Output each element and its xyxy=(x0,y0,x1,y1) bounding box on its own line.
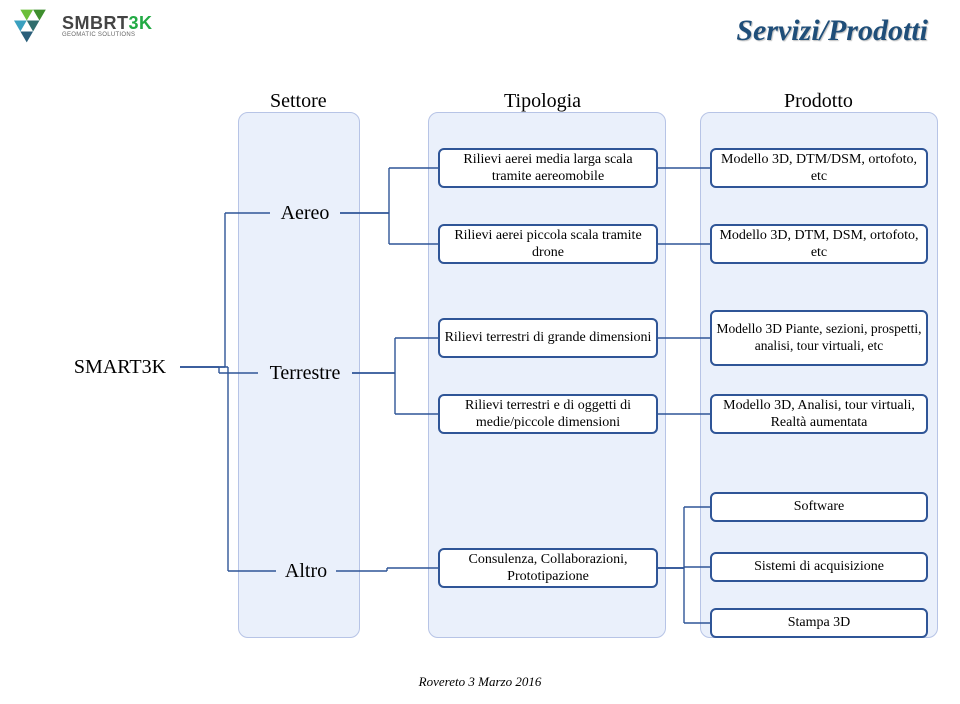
node-terrestre: Terrestre xyxy=(258,360,352,386)
node-tip-terr-1: Rilievi terrestri di grande dimensioni xyxy=(438,318,658,358)
logo-text-1: SMBRT xyxy=(62,13,129,33)
col-header-settore: Settore xyxy=(270,90,327,113)
node-prod-altro-3: Stampa 3D xyxy=(710,608,928,638)
col-header-prodotto: Prodotto xyxy=(784,90,853,113)
node-prod-altro-1: Software xyxy=(710,492,928,522)
node-prod-aereo-2: Modello 3D, DTM, DSM, ortofoto, etc xyxy=(710,224,928,264)
col-header-tipologia: Tipologia xyxy=(504,90,581,113)
logo-subtitle: GEOMATIC SOLUTIONS xyxy=(62,32,153,38)
node-prod-aereo-1: Modello 3D, DTM/DSM, ortofoto, etc xyxy=(710,148,928,188)
node-tip-aereo-1: Rilievi aerei media larga scala tramite … xyxy=(438,148,658,188)
node-altro: Altro xyxy=(276,558,336,584)
node-tip-terr-2: Rilievi terrestri e di oggetti di medie/… xyxy=(438,394,658,434)
node-prod-terr-1: Modello 3D Piante, sezioni, prospetti, a… xyxy=(710,310,928,366)
node-tip-altro-1: Consulenza, Collaborazioni, Prototipazio… xyxy=(438,548,658,588)
node-prod-altro-2: Sistemi di acquisizione xyxy=(710,552,928,582)
logo-mark-icon xyxy=(10,6,58,46)
logo: SMBRT3K GEOMATIC SOLUTIONS xyxy=(10,6,153,46)
logo-text-2: 3K xyxy=(129,13,153,33)
node-aereo: Aereo xyxy=(270,200,340,226)
node-tip-aereo-2: Rilievi aerei piccola scala tramite dron… xyxy=(438,224,658,264)
footer-text: Rovereto 3 Marzo 2016 xyxy=(419,674,542,690)
node-root: SMART3K xyxy=(60,352,180,382)
page-title: Servizi/Prodotti xyxy=(736,14,928,48)
node-prod-terr-2: Modello 3D, Analisi, tour virtuali, Real… xyxy=(710,394,928,434)
